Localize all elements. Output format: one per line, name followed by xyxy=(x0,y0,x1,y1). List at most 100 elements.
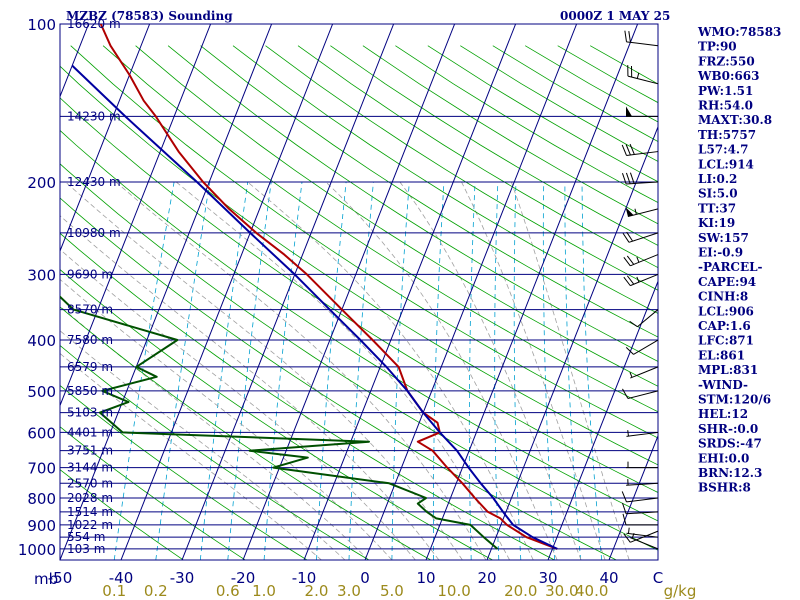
sounding-traces xyxy=(60,24,558,550)
sounding-index: FRZ:550 xyxy=(698,54,755,68)
sounding-index: EHI:0.0 xyxy=(698,451,749,465)
pressure-tick-label: 200 xyxy=(27,174,56,192)
wind-barb xyxy=(624,30,659,47)
mixing-ratio-tick-label: 40.0 xyxy=(575,582,608,600)
sounding-index: CAP:1.6 xyxy=(698,319,751,333)
wind-barb xyxy=(626,461,658,469)
pressure-tick-labels: 100 200 300 400 500 600 700 800 900 1000 xyxy=(18,16,56,559)
sounding-index: CINH:8 xyxy=(698,290,748,304)
sounding-index: EI:-0.9 xyxy=(698,246,743,260)
wind-barb xyxy=(626,106,658,117)
height-label: 5850 m xyxy=(67,384,113,398)
pressure-unit-label: mb xyxy=(34,570,58,588)
dry-adiabat-line xyxy=(60,306,431,560)
sounding-index: TP:90 xyxy=(698,40,737,54)
mixing-ratio-tick-label: 30.0 xyxy=(545,582,578,600)
sounding-index: MPL:831 xyxy=(698,363,758,377)
height-label: 9690 m xyxy=(67,267,113,281)
sounding-index: HEL:12 xyxy=(698,407,748,421)
temperature-tick-labels: -50 -40 -30 -20 -10 0 10 20 30 40 C xyxy=(48,569,663,587)
isotherm-line xyxy=(303,24,517,560)
temperature-trace xyxy=(99,24,558,550)
pressure-tick-label: 500 xyxy=(27,383,56,401)
mixing-ratio-line xyxy=(227,181,272,560)
dry-adiabat-line xyxy=(135,45,658,387)
moist-adiabat-line xyxy=(175,181,510,560)
dry-adiabat-line xyxy=(232,45,658,314)
dry-adiabat-line xyxy=(60,232,555,560)
sounding-index: BSHR:8 xyxy=(698,481,751,495)
sounding-index: PW:1.51 xyxy=(698,84,753,98)
temperature-tick-label: C xyxy=(653,569,663,587)
pressure-tick-label: 100 xyxy=(27,16,56,34)
dry-adiabat-line xyxy=(60,269,493,560)
temperature-tick-label: -30 xyxy=(170,569,195,587)
height-label: 14230 m xyxy=(67,109,121,123)
wind-barb xyxy=(625,207,659,217)
mixing-ratio-line xyxy=(316,181,347,560)
sounding-index: SW:157 xyxy=(698,231,749,245)
sounding-index: LCL:906 xyxy=(698,304,754,318)
height-label: 103 m xyxy=(67,542,105,556)
mixing-ratio-line xyxy=(433,181,445,560)
sounding-index: -WIND- xyxy=(698,378,748,392)
temperature-tick-label: 10 xyxy=(416,569,435,587)
moist-adiabat-line xyxy=(60,278,393,560)
wind-barb xyxy=(623,273,659,287)
height-labels: 16620 m 14230 m 12430 m 10980 m 9690 m 8570 m… xyxy=(67,17,121,556)
height-label: 16620 m xyxy=(67,17,121,31)
height-label: 8570 m xyxy=(67,303,113,317)
mixing-ratio-line xyxy=(468,181,476,560)
dry-adiabat-line xyxy=(60,163,658,551)
isotherms xyxy=(60,24,658,560)
plot-frame xyxy=(59,23,659,561)
moist-adiabat-line xyxy=(325,181,558,560)
temperature-tick-label: -10 xyxy=(292,569,317,587)
sounding-index: SI:5.0 xyxy=(698,187,738,201)
sounding-index: LFC:871 xyxy=(698,334,754,348)
dry-adiabat-line xyxy=(167,45,658,362)
dry-adiabat-line xyxy=(70,45,658,439)
dry-adiabat-line xyxy=(60,129,658,522)
height-label: 2028 m xyxy=(67,491,113,505)
height-label: 5103 m xyxy=(67,406,113,420)
mixing-ratio-tick-label: g/kg xyxy=(664,582,697,600)
sounding-indices-panel: WMO:78583TP:90FRZ:550WB0:663PW:1.51RH:54… xyxy=(697,25,781,495)
sounding-index: WMO:78583 xyxy=(697,25,781,39)
wind-barb xyxy=(622,513,658,526)
isotherm-line xyxy=(181,24,395,560)
mixing-ratio-tick-label: 1.0 xyxy=(252,582,276,600)
moist-adiabat-line xyxy=(399,181,582,560)
temperature-tick-label: 40 xyxy=(599,569,618,587)
pressure-tick-label: 300 xyxy=(27,266,56,284)
sounding-index: CAPE:94 xyxy=(698,275,756,289)
moist-adiabat-line xyxy=(511,181,630,560)
temperature-tick-label: -40 xyxy=(109,569,134,587)
dry-adiabat-line xyxy=(60,65,658,466)
sounding-index: KI:19 xyxy=(698,216,735,230)
mixing-ratio-tick-label: 5.0 xyxy=(380,582,404,600)
sounding-index: TH:5757 xyxy=(698,128,756,142)
height-label: 4401 m xyxy=(67,425,113,439)
isotherm-line xyxy=(120,24,334,560)
mixing-ratio-line xyxy=(494,181,500,560)
dry-adiabat-line xyxy=(60,197,617,560)
pressure-tick-label: 700 xyxy=(27,460,56,478)
isotherm-line xyxy=(364,24,578,560)
wind-barb xyxy=(621,502,659,515)
moist-adiabat-line xyxy=(65,181,463,560)
sounding-index: TT:37 xyxy=(698,201,736,215)
dry-adiabat-line xyxy=(102,45,658,413)
pressure-tick-label: 1000 xyxy=(18,541,56,559)
dewpoint-trace xyxy=(60,295,499,550)
height-label: 2570 m xyxy=(67,476,113,490)
moist-adiabat-line xyxy=(60,305,369,560)
wind-barb xyxy=(626,479,659,486)
height-label: 3144 m xyxy=(67,461,113,475)
wind-barbs xyxy=(621,30,659,550)
dry-adiabat-line xyxy=(60,469,184,560)
mixing-ratio-tick-label: 2.0 xyxy=(305,582,329,600)
wind-barb xyxy=(621,172,659,185)
dry-adiabats xyxy=(60,45,658,560)
